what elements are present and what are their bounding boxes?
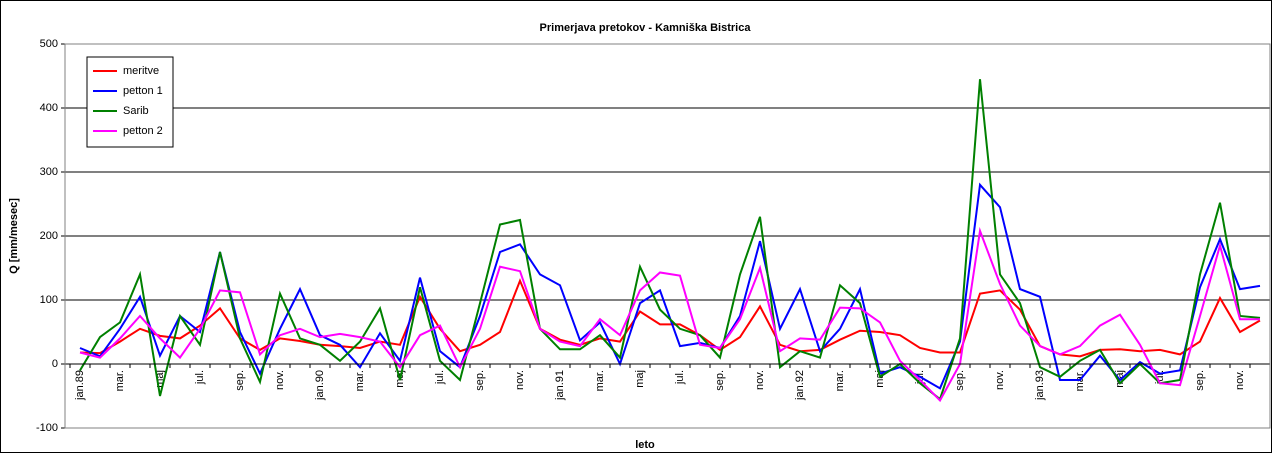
plot-border [64,43,1271,429]
x-tick-label: nov. [994,370,1006,390]
y-tick-label: 400 [40,102,58,114]
x-axis-label: leto [635,439,655,451]
y-tick-label: -100 [36,422,58,434]
x-tick-label: sep. [474,370,486,391]
legend-label: petton 1 [123,85,163,97]
legend-label: meritve [123,65,159,77]
x-tick-label: mar. [114,370,126,391]
x-tick-label: sep. [234,370,246,391]
x-tick-label: mar. [354,370,366,391]
y-tick-label: 500 [40,38,58,50]
x-tick-label: jan.93 [1034,370,1046,401]
x-tick-label: mar. [834,370,846,391]
series-line [79,79,1261,401]
x-tick-label: nov. [1234,370,1246,390]
x-tick-label: jan.90 [314,370,326,401]
y-axis-label: Q [mm/mesec] [8,198,20,274]
x-tick-label: jan.91 [554,370,566,401]
x-tick-label: mar. [594,370,606,391]
x-tick-label: jan.92 [794,370,806,401]
x-tick-label: jan.89 [74,370,86,401]
y-tick-label: 300 [40,166,58,178]
series-line [79,278,1261,358]
legend-label: Sarib [123,105,149,117]
x-tick-label: maj [634,370,646,388]
x-tick-label: nov. [274,370,286,390]
x-tick-label: sep. [1194,370,1206,391]
y-tick-label: 0 [52,358,58,370]
x-tick-label: nov. [754,370,766,390]
x-tick-label: sep. [954,370,966,391]
chart-title: Primerjava pretokov - Kamniška Bistrica [540,22,752,34]
x-tick-label: jul. [674,370,686,385]
x-tick-label: nov. [514,370,526,390]
x-tick-label: jul. [434,370,446,385]
series-line [79,226,1260,403]
y-tick-label: 100 [40,294,58,306]
legend-label: petton 2 [123,125,163,137]
y-tick-label: 200 [40,230,58,242]
x-tick-label: jul. [194,370,206,385]
x-tick-label: sep. [714,370,726,391]
